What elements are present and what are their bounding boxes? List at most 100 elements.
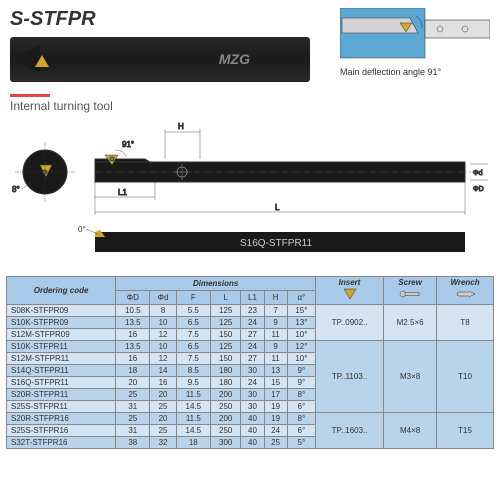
dim-cell: 10° (287, 329, 315, 341)
dim-cell: 200 (210, 413, 241, 425)
dim-cell: 31 (116, 425, 150, 437)
dim-cell: 19 (264, 413, 287, 425)
dim-cell: 20 (150, 413, 176, 425)
model-cell: S25S-STFPR11 (7, 401, 116, 413)
dim-cell: 13.5 (116, 317, 150, 329)
dim-cell: 30 (241, 401, 264, 413)
wrench-icon (453, 287, 477, 301)
svg-text:L: L (275, 203, 280, 212)
dim-cell: 125 (210, 317, 241, 329)
dim-cell: 16 (116, 353, 150, 365)
dim-cell: 150 (210, 353, 241, 365)
dim-cell: 24 (241, 317, 264, 329)
dim-cell: 7 (264, 305, 287, 317)
svg-text:L1: L1 (118, 188, 127, 197)
wrench-cell: T15 (437, 413, 494, 449)
dim-cell: 5° (287, 437, 315, 449)
dim-cell: 24 (264, 425, 287, 437)
angle-label: Main deflection angle 91° (340, 67, 490, 77)
wrench-cell: T8 (437, 305, 494, 341)
dim-cell: 180 (210, 377, 241, 389)
dim-cell: 25 (150, 401, 176, 413)
col-dimensions: Dimensions (116, 277, 316, 291)
dim-cell: 24 (241, 341, 264, 353)
accent-bar (10, 94, 50, 97)
model-cell: S14Q-STFPR11 (7, 365, 116, 377)
model-cell: S08K-STFPR09 (7, 305, 116, 317)
dim-cell: 15° (287, 305, 315, 317)
dim-cell: 12 (150, 353, 176, 365)
dim-col: F (176, 291, 210, 305)
dim-cell: 9 (264, 317, 287, 329)
screw-cell: M4×8 (384, 413, 437, 449)
svg-text:ΦD: ΦD (473, 186, 484, 193)
model-cell: S12M-STFPR11 (7, 353, 116, 365)
dim-cell: 200 (210, 389, 241, 401)
dim-cell: 25 (116, 389, 150, 401)
dim-cell: 10.5 (116, 305, 150, 317)
screw-icon (398, 287, 422, 301)
dim-cell: 25 (116, 413, 150, 425)
table-row: S20R-STFPR16252011.520040198°TP..1603..M… (7, 413, 494, 425)
dim-cell: 12° (287, 341, 315, 353)
table-row: S10K-STFPR1113.5106.512524912°TP..1103..… (7, 341, 494, 353)
dim-cell: 10° (287, 353, 315, 365)
model-cell: S32T-STFPR16 (7, 437, 116, 449)
dim-cell: 25 (150, 425, 176, 437)
insert-cell: TP..1103.. (316, 341, 384, 413)
svg-text:0°: 0° (78, 225, 86, 234)
dim-cell: 13° (287, 317, 315, 329)
dim-cell: 8 (150, 305, 176, 317)
table-body: S08K-STFPR0910.585.512523715°TP..0902..M… (7, 305, 494, 449)
dim-cell: 14 (150, 365, 176, 377)
model-cell: S25S-STFPR16 (7, 425, 116, 437)
dim-cell: 20 (150, 389, 176, 401)
dim-col: Φd (150, 291, 176, 305)
dim-cell: 27 (241, 329, 264, 341)
screw-cell: M3×8 (384, 341, 437, 413)
dim-cell: 9° (287, 365, 315, 377)
product-code: S-STFPR (10, 8, 328, 31)
col-ordering: Ordering code (7, 277, 116, 305)
model-cell: S20R-STFPR11 (7, 389, 116, 401)
insert-tip-icon (35, 55, 49, 67)
dim-cell: 18 (176, 437, 210, 449)
dim-cell: 5.5 (176, 305, 210, 317)
dim-cell: 250 (210, 425, 241, 437)
dim-cell: 11 (264, 353, 287, 365)
dim-cell: 20 (116, 377, 150, 389)
svg-text:8°: 8° (12, 185, 20, 194)
dim-cell: 11 (264, 329, 287, 341)
dim-cell: 23 (241, 305, 264, 317)
dim-cell: 150 (210, 329, 241, 341)
screw-cell: M2.5×6 (384, 305, 437, 341)
svg-text:S16Q-STFPR11: S16Q-STFPR11 (240, 238, 312, 249)
col-wrench: Wrench (437, 277, 494, 305)
dim-cell: 6.5 (176, 317, 210, 329)
dim-cell: 17 (264, 389, 287, 401)
dim-cell: 14.5 (176, 401, 210, 413)
model-cell: S12M-STFPR09 (7, 329, 116, 341)
dim-cell: 11.5 (176, 389, 210, 401)
top-section: S-STFPR MZG Main deflection angle 91° (0, 0, 500, 86)
dim-cell: 14.5 (176, 425, 210, 437)
model-cell: S20R-STFPR16 (7, 413, 116, 425)
dim-cell: 9.5 (176, 377, 210, 389)
tool-photo: MZG (10, 37, 310, 82)
dim-cell: 18 (116, 365, 150, 377)
dim-cell: 30 (241, 365, 264, 377)
dim-col: α° (287, 291, 315, 305)
technical-drawing: 8° 91° H L1 L (10, 117, 490, 272)
dim-cell: 38 (116, 437, 150, 449)
dim-cell: 9° (287, 377, 315, 389)
dim-col: L (210, 291, 241, 305)
dim-cell: 8° (287, 413, 315, 425)
dim-cell: 25 (264, 437, 287, 449)
dim-cell: 6.5 (176, 341, 210, 353)
insert-icon (338, 287, 362, 301)
col-screw: Screw (384, 277, 437, 305)
table-row: S08K-STFPR0910.585.512523715°TP..0902..M… (7, 305, 494, 317)
insert-cell: TP..0902.. (316, 305, 384, 341)
insert-cell: TP..1603.. (316, 413, 384, 449)
subtitle-bar: Internal turning tool (10, 94, 490, 113)
